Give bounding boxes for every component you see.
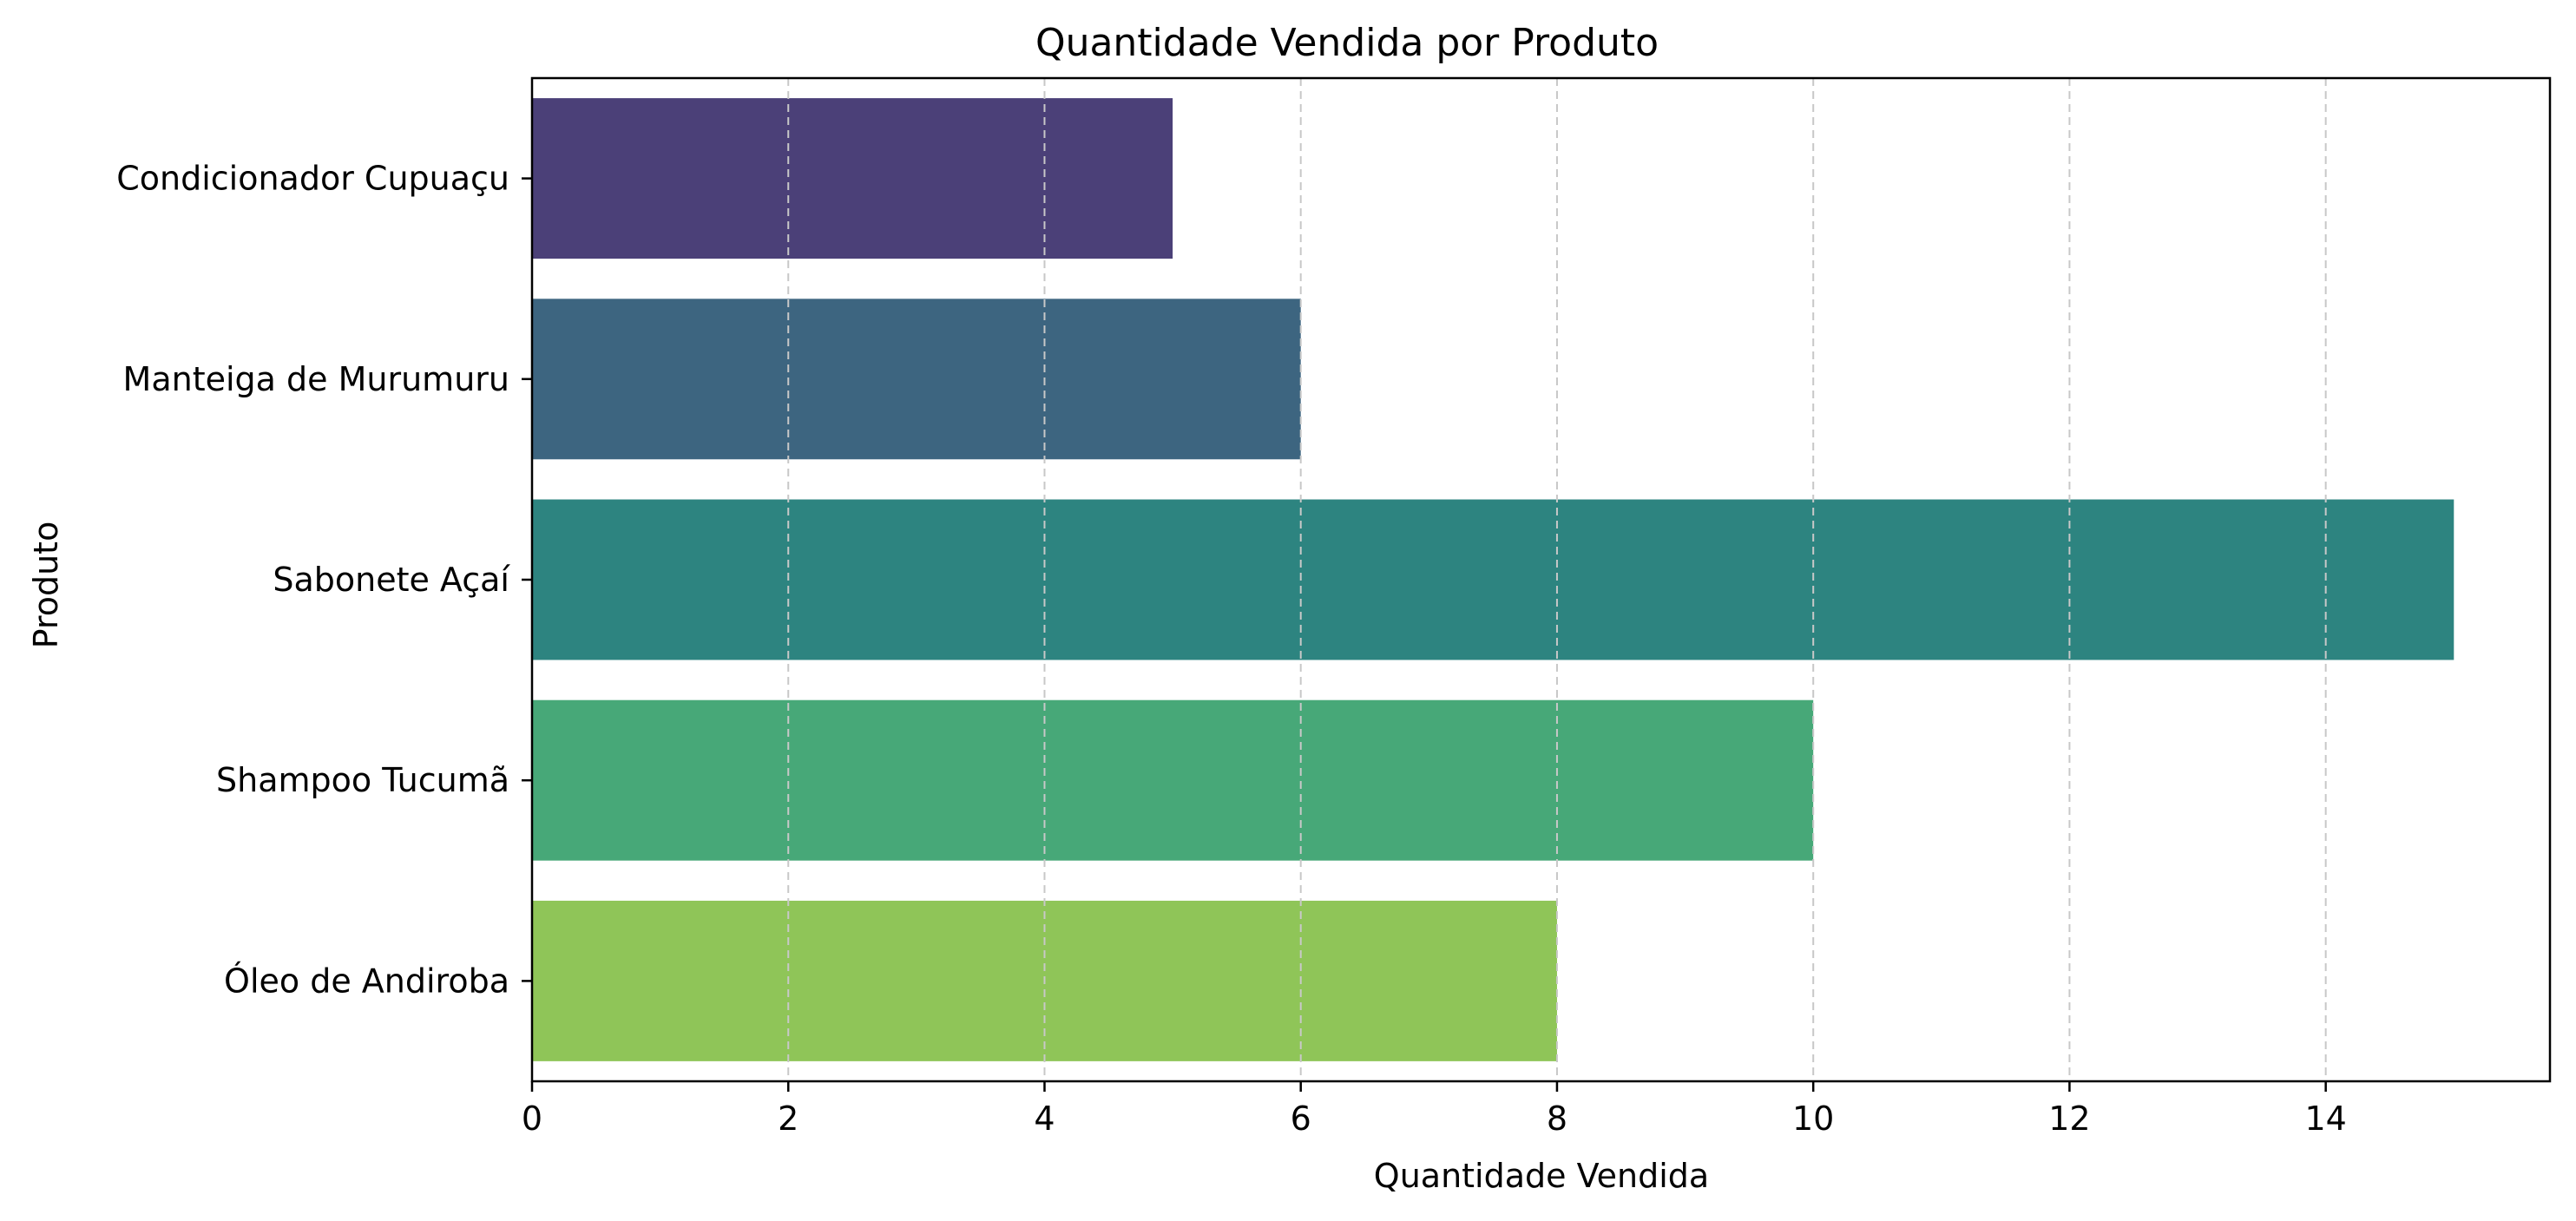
x-tick-label: 6 [1291,1100,1311,1138]
y-tick-label: Shampoo Tucumã [216,761,509,799]
bar [532,299,1301,460]
y-tick-label: Óleo de Andiroba [224,962,509,1000]
y-tick-label: Condicionador Cupuaçu [116,160,509,198]
x-tick-label: 14 [2304,1100,2346,1138]
x-tick-label: 12 [2048,1100,2090,1138]
bar [532,98,1173,259]
x-ticks: 0 2 4 6 8 10 12 14 [522,1081,2347,1138]
x-tick-label: 4 [1034,1100,1055,1138]
bar [532,499,2454,660]
chart-title: Quantidade Vendida por Produto [1035,21,1659,65]
y-tick-label: Sabonete Açaí [273,561,510,599]
y-axis-label: Produto [27,522,65,649]
y-ticks: Condicionador Cupuaçu Manteiga de Murumur… [116,160,532,1000]
y-tick-label: Manteiga de Murumuru [123,360,509,398]
bar [532,699,1814,861]
grid-lines [787,78,2327,1081]
x-tick-label: 0 [522,1100,542,1138]
x-axis-label: Quantidade Vendida [1374,1157,1709,1195]
x-tick-label: 2 [778,1100,798,1138]
x-tick-label: 8 [1547,1100,1567,1138]
x-tick-label: 10 [1792,1100,1834,1138]
